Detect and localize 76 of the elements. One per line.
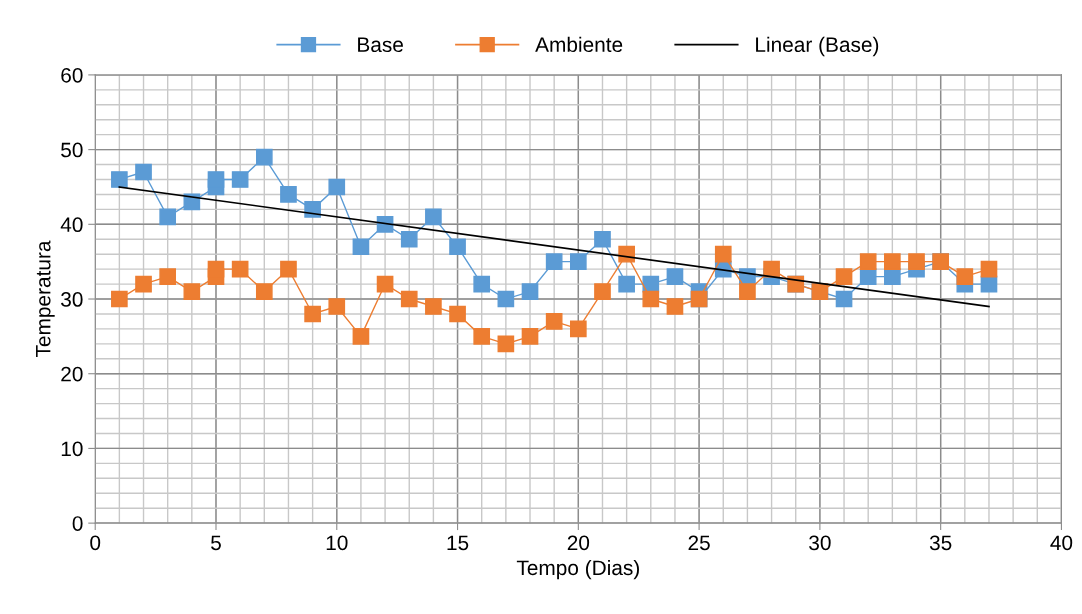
point — [135, 275, 152, 293]
point — [859, 253, 877, 271]
point — [497, 290, 515, 308]
point — [714, 245, 732, 263]
point — [449, 305, 466, 323]
point — [255, 148, 273, 166]
point — [376, 275, 394, 293]
y-tick-label: 60 — [61, 67, 83, 83]
point — [111, 171, 128, 188]
point — [545, 253, 563, 271]
point — [280, 260, 297, 278]
point — [569, 253, 587, 271]
point — [304, 305, 321, 323]
y-tick-label: 10 — [61, 441, 83, 457]
point — [328, 298, 346, 315]
y-tick-label: 0 — [72, 516, 83, 531]
y-tick-label: 40 — [60, 217, 83, 233]
point — [159, 268, 177, 285]
x-tick-label: 25 — [688, 535, 710, 551]
point — [183, 283, 201, 300]
point — [473, 275, 491, 293]
point — [666, 268, 684, 285]
x-tick-label: 35 — [929, 535, 952, 551]
x-tick-label: 5 — [211, 535, 221, 551]
x-axis-title: Tempo (Dias) — [516, 559, 639, 580]
point — [884, 253, 901, 271]
point — [207, 171, 225, 188]
point — [594, 283, 611, 300]
point — [231, 171, 249, 188]
legend-label: Base — [358, 37, 403, 53]
point — [425, 208, 442, 226]
point — [763, 260, 780, 278]
point — [280, 186, 297, 203]
point — [569, 320, 587, 338]
legend-label: Ambiente — [535, 36, 623, 53]
point — [521, 328, 539, 345]
point — [835, 290, 853, 308]
y-tick-label: 20 — [61, 366, 83, 382]
point — [642, 290, 660, 308]
point — [352, 328, 370, 345]
point — [545, 313, 563, 330]
point — [497, 335, 515, 353]
point — [328, 178, 346, 196]
point — [255, 283, 273, 300]
x-tick-label: 30 — [809, 535, 831, 551]
point — [884, 268, 901, 285]
point — [908, 253, 925, 271]
point — [231, 260, 249, 278]
y-tick-label: 50 — [61, 142, 83, 158]
point — [159, 208, 177, 226]
point — [666, 298, 684, 315]
point — [594, 230, 611, 248]
point — [425, 298, 442, 315]
x-tick-label: 40 — [1050, 535, 1073, 551]
x-tick-label: 0 — [90, 535, 101, 551]
point — [111, 290, 128, 308]
x-tick-label: 15 — [447, 535, 469, 551]
point — [618, 275, 635, 293]
x-tick-label: 20 — [567, 535, 590, 551]
point — [739, 283, 756, 300]
point — [521, 283, 539, 300]
y-tick-label: 30 — [61, 292, 83, 307]
point — [473, 328, 491, 345]
point — [400, 290, 418, 308]
point — [980, 260, 998, 278]
x-tick-label: 10 — [326, 535, 348, 551]
point — [135, 163, 152, 181]
legend-label: Linear (Base) — [756, 36, 879, 57]
point — [956, 268, 974, 285]
point — [859, 268, 877, 285]
point — [207, 260, 225, 278]
point — [400, 230, 418, 248]
point — [449, 238, 466, 256]
point — [835, 268, 853, 285]
y-axis-title: Temperatura — [36, 240, 55, 358]
point — [352, 238, 370, 256]
